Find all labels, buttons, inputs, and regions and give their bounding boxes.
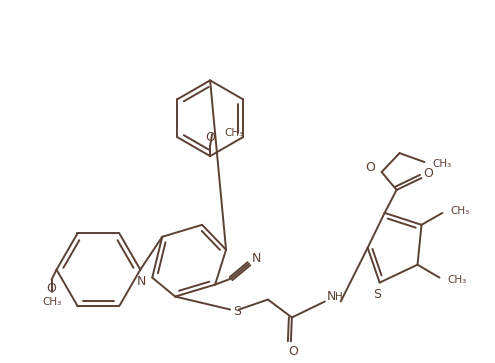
Text: O: O <box>424 167 434 180</box>
Text: N: N <box>327 290 336 303</box>
Text: S: S <box>373 288 381 301</box>
Text: O: O <box>288 345 298 358</box>
Text: CH₃: CH₃ <box>224 128 244 138</box>
Text: H: H <box>335 291 343 302</box>
Text: CH₃: CH₃ <box>447 275 467 285</box>
Text: N: N <box>137 275 146 288</box>
Text: O: O <box>205 131 215 144</box>
Text: O: O <box>47 282 56 295</box>
Text: S: S <box>233 305 241 318</box>
Text: O: O <box>365 160 375 174</box>
Text: N: N <box>251 252 261 265</box>
Text: CH₃: CH₃ <box>450 206 470 216</box>
Text: CH₃: CH₃ <box>433 159 452 169</box>
Text: CH₃: CH₃ <box>42 297 61 306</box>
